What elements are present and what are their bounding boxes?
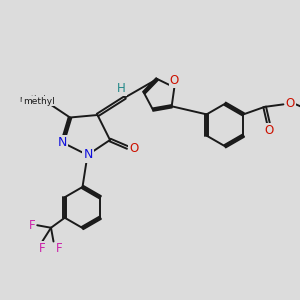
Text: O: O bbox=[129, 142, 138, 155]
Text: F: F bbox=[28, 219, 35, 232]
Text: O: O bbox=[264, 124, 274, 136]
Text: H: H bbox=[117, 82, 126, 95]
Text: methyl: methyl bbox=[19, 95, 46, 104]
Text: O: O bbox=[286, 97, 295, 110]
Text: F: F bbox=[39, 242, 46, 255]
Text: methyl: methyl bbox=[23, 97, 55, 106]
Text: F: F bbox=[56, 242, 62, 255]
Text: O: O bbox=[170, 74, 179, 87]
Text: N: N bbox=[57, 136, 67, 149]
Text: N: N bbox=[83, 148, 93, 161]
